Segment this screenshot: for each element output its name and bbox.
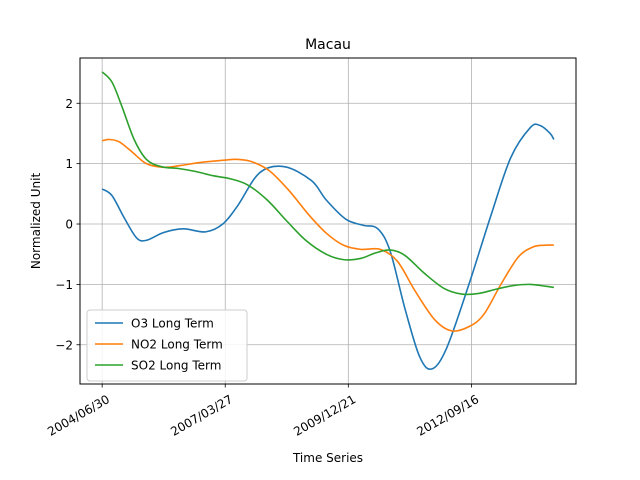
y-tick-label: −2: [55, 338, 73, 352]
legend-label: NO2 Long Term: [131, 338, 223, 352]
x-axis-label: Time Series: [292, 451, 363, 465]
plot-lines: [101, 71, 555, 371]
legend-label: SO2 Long Term: [131, 359, 221, 373]
series-line-o3-long-term: [101, 123, 555, 371]
y-axis-label: Normalized Unit: [29, 173, 43, 270]
legend: O3 Long Term NO2 Long Term SO2 Long Term: [86, 309, 248, 382]
plot-frame: [79, 57, 577, 385]
chart-title: Macau: [305, 37, 351, 53]
legend-box: [86, 309, 248, 382]
legend-label: O3 Long Term: [131, 317, 214, 331]
y-tick-label: 2: [65, 97, 73, 111]
y-tick-label: 1: [65, 157, 73, 171]
series-line-no2-long-term: [101, 138, 554, 332]
y-tick-label: −1: [55, 278, 73, 292]
y-tick-label: 0: [65, 218, 73, 232]
series-line-so2-long-term: [101, 71, 554, 296]
